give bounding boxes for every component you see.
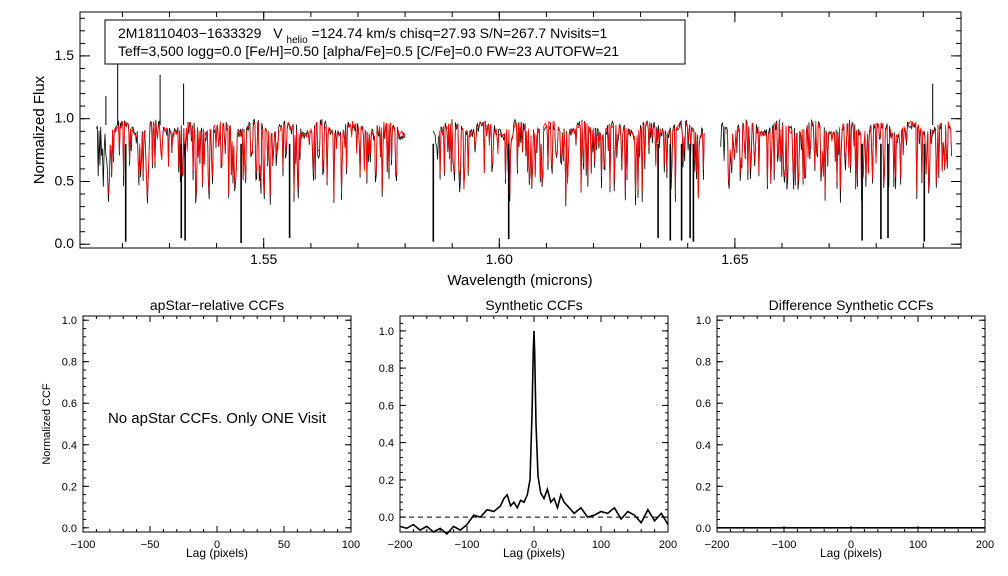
difference-ytick-label: 0.0 <box>696 523 711 535</box>
synthetic-ytick-label: 1.0 <box>379 326 394 338</box>
legend-line-1: 2M18110403−1633329 V helio =124.74 km/s … <box>118 25 607 46</box>
apstar-ticks: −100 −50 0 50 100 0.0 0.2 0.4 0.6 0.8 1.0 <box>62 315 360 551</box>
legend-object: 2M18110403−1633329 <box>118 25 262 41</box>
difference-xtick-label: 200 <box>976 539 994 551</box>
apstar-no-data-message: No apStar CCFs. Only ONE Visit <box>108 410 327 427</box>
synthetic-xtick-label: −200 <box>388 539 413 551</box>
spectrum-ytick-label: 0.0 <box>55 235 75 251</box>
apstar-xlabel: Lag (pixels) <box>186 546 248 560</box>
difference-xtick-label: −100 <box>772 539 797 551</box>
synthetic-ytick-label: 0.8 <box>379 363 394 375</box>
difference-ccf-title: Difference Synthetic CCFs <box>769 297 934 313</box>
spectrum-xtick-label: 1.55 <box>250 251 277 267</box>
synthetic-ccf-panel: Synthetic CCFs −200 −100 0 100 200 0.0 0.2 0.4 0… <box>379 297 677 560</box>
synthetic-ytick-label: 0.4 <box>379 438 394 450</box>
apstar-xtick-label: −50 <box>141 539 160 551</box>
spectrum-ylabel: Normalized Flux <box>31 75 48 184</box>
synthetic-ytick-label: 0.0 <box>379 512 394 524</box>
apstar-xtick-label: 100 <box>342 539 360 551</box>
synthetic-ytick-label: 0.2 <box>379 475 394 487</box>
difference-ccf-panel: Difference Synthetic CCFs −200 −100 0 100 20… <box>696 297 994 560</box>
apstar-ytick-label: 0.8 <box>62 357 77 369</box>
difference-ytick-label: 0.6 <box>696 398 711 410</box>
apstar-ylabel: Normalized CCF <box>41 383 53 465</box>
spectrum-plot-frame <box>79 11 962 249</box>
synthetic-ccf-lines <box>399 330 669 536</box>
synthetic-ccf-title: Synthetic CCFs <box>485 297 582 313</box>
difference-ytick-label: 0.8 <box>696 357 711 369</box>
legend-params: Teff=3,500 logg=0.0 [Fe/H]=0.50 [alpha/F… <box>118 43 619 59</box>
apstar-xtick-label: 50 <box>278 539 290 551</box>
synthetic-xtick-label: 200 <box>659 539 677 551</box>
apstar-ccf-panel: apStar−relative CCFs −100 −50 0 50 100 0.0 0.2… <box>41 297 360 560</box>
difference-ytick-label: 0.2 <box>696 481 711 493</box>
apstar-ytick-label: 0.6 <box>62 398 77 410</box>
spectrum-ytick-label: 0.5 <box>55 173 75 189</box>
synthetic-xlabel: Lag (pixels) <box>503 546 565 560</box>
difference-ticks: −200 −100 0 100 200 0.0 0.2 0.4 0.6 0.8 1.0 <box>696 315 994 551</box>
difference-xtick-label: −200 <box>705 539 730 551</box>
difference-xtick-label: 0 <box>848 539 854 551</box>
spectrum-xtick-label: 1.60 <box>486 251 513 267</box>
legend-box <box>104 19 686 65</box>
apstar-xtick-label: 0 <box>214 539 220 551</box>
synthetic-ccf-curve <box>399 330 669 536</box>
apstar-ytick-label: 0.2 <box>62 481 77 493</box>
spectrum-legend: 2M18110403−1633329 V helio =124.74 km/s … <box>104 19 686 65</box>
synthetic-ticks: −200 −100 0 100 200 0.0 0.2 0.4 0.6 0.8 1.0 <box>379 315 677 551</box>
spectrum-ytick-label: 1.5 <box>55 47 75 63</box>
spectrum-ytick-label: 1.0 <box>55 110 75 126</box>
legend-v-rest: =124.74 km/s chisq=27.93 S/N=267.7 Nvisi… <box>312 25 608 41</box>
synthetic-xtick-label: 100 <box>592 539 610 551</box>
model-spectrum-chip-1 <box>108 120 406 199</box>
spectrum-ticks: 1.55 1.60 1.65 0.0 0.5 1.0 1.5 <box>55 12 961 267</box>
synthetic-xtick-label: 0 <box>531 539 537 551</box>
model-spectrum-chip-2 <box>438 119 705 199</box>
apstar-ytick-label: 0.0 <box>62 523 77 535</box>
apstar-xtick-label: −100 <box>71 539 96 551</box>
difference-ytick-label: 0.4 <box>696 440 711 452</box>
apstar-ccf-title: apStar−relative CCFs <box>150 297 284 313</box>
legend-v-subscript: helio <box>287 35 309 46</box>
difference-ytick-label: 1.0 <box>696 315 711 327</box>
spectrum-xtick-label: 1.65 <box>721 251 748 267</box>
synthetic-xtick-label: −100 <box>455 539 480 551</box>
model-spectrum-chip-3 <box>726 120 952 198</box>
apstar-ytick-label: 1.0 <box>62 315 77 327</box>
spectrum-panel: 1.55 1.60 1.65 0.0 0.5 1.0 1.5 Normalized Flux… <box>31 11 962 289</box>
difference-xlabel: Lag (pixels) <box>820 546 882 560</box>
difference-xtick-label: 100 <box>909 539 927 551</box>
legend-v-prefix: V <box>273 25 283 41</box>
apstar-ytick-label: 0.4 <box>62 440 77 452</box>
spectrum-lines <box>96 62 952 243</box>
spectrum-xlabel: Wavelength (microns) <box>447 272 592 289</box>
synthetic-ytick-label: 0.6 <box>379 400 394 412</box>
difference-plot-frame <box>716 315 986 533</box>
